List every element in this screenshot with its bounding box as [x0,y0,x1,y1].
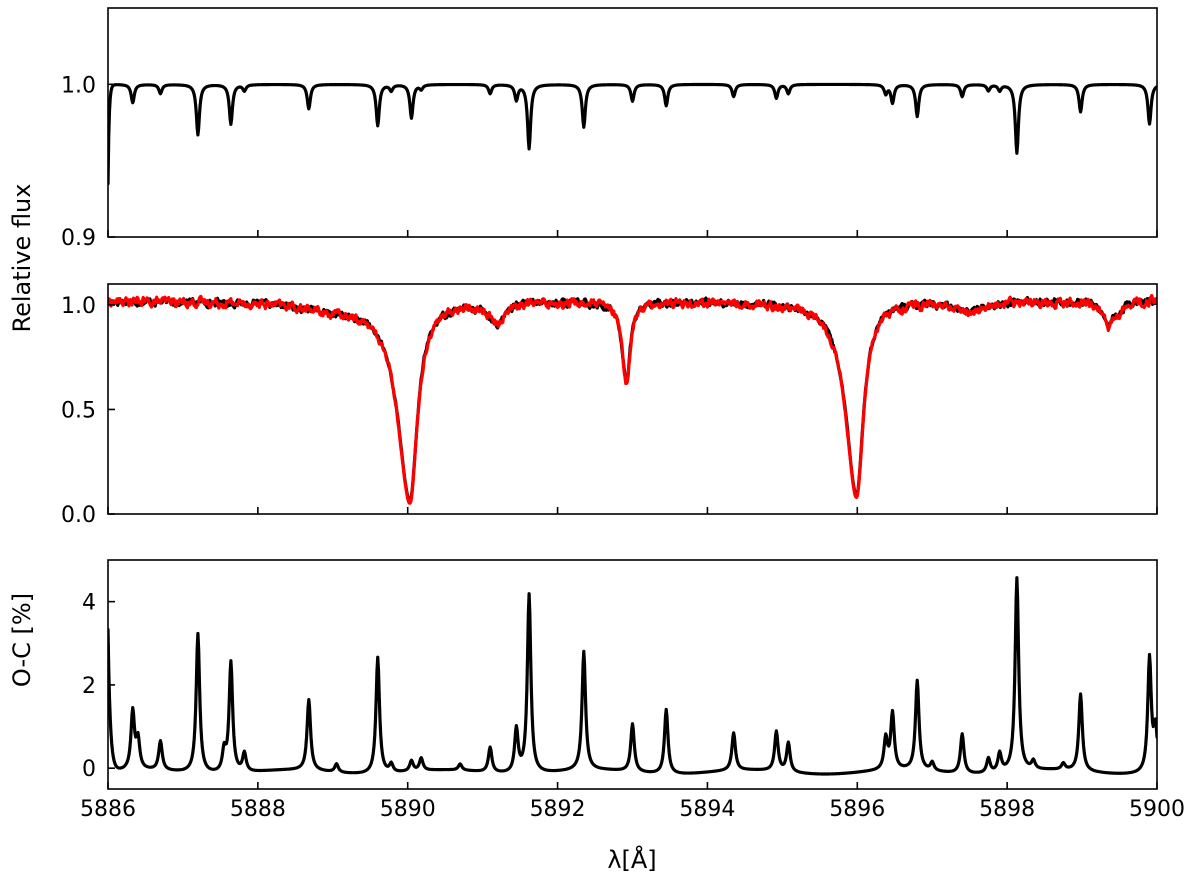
x-tick-label: 5888 [230,797,286,822]
y-tick-label: 0.5 [61,398,96,423]
x-tick-label: 5890 [380,797,436,822]
model-spectrum-line [108,82,1157,186]
y-tick-label: 1.0 [61,73,96,98]
y-tick-label: 0.0 [61,503,96,528]
y-tick-label: 4 [82,591,96,616]
x-tick-label: 5894 [679,797,735,822]
axes-frame [107,559,1158,790]
model-spectrum-red-line [108,293,1157,505]
x-tick-label: 5892 [530,797,586,822]
panel-middle-observed-spectrum: 0.0 0.5 1.0 [61,283,1158,528]
axes-frame [107,283,1158,515]
y-axis-label-relative-flux: Relative flux [8,184,36,333]
x-tick-label: 5900 [1129,797,1185,822]
x-tick-label: 5886 [80,797,136,822]
x-tick-label: 5896 [829,797,885,822]
y-tick-label: 1.0 [61,294,96,319]
y-axis-label-o-c: O-C [%] [8,593,36,687]
y-tick-label: 2 [82,674,96,699]
residual-line [108,576,1157,776]
y-tick-label: 0.9 [61,226,96,251]
panel-bottom-residuals: 0 2 4 5886 5888 5890 5892 5894 5896 5898 5900 [80,559,1185,822]
y-tick-label: 0 [82,757,96,782]
x-tick-label: 5898 [979,797,1035,822]
axes-frame [107,7,1158,238]
panel-top-model-spectrum: 0.9 1.0 [61,7,1158,251]
x-axis-label-wavelength: λ[Å] [607,845,656,874]
